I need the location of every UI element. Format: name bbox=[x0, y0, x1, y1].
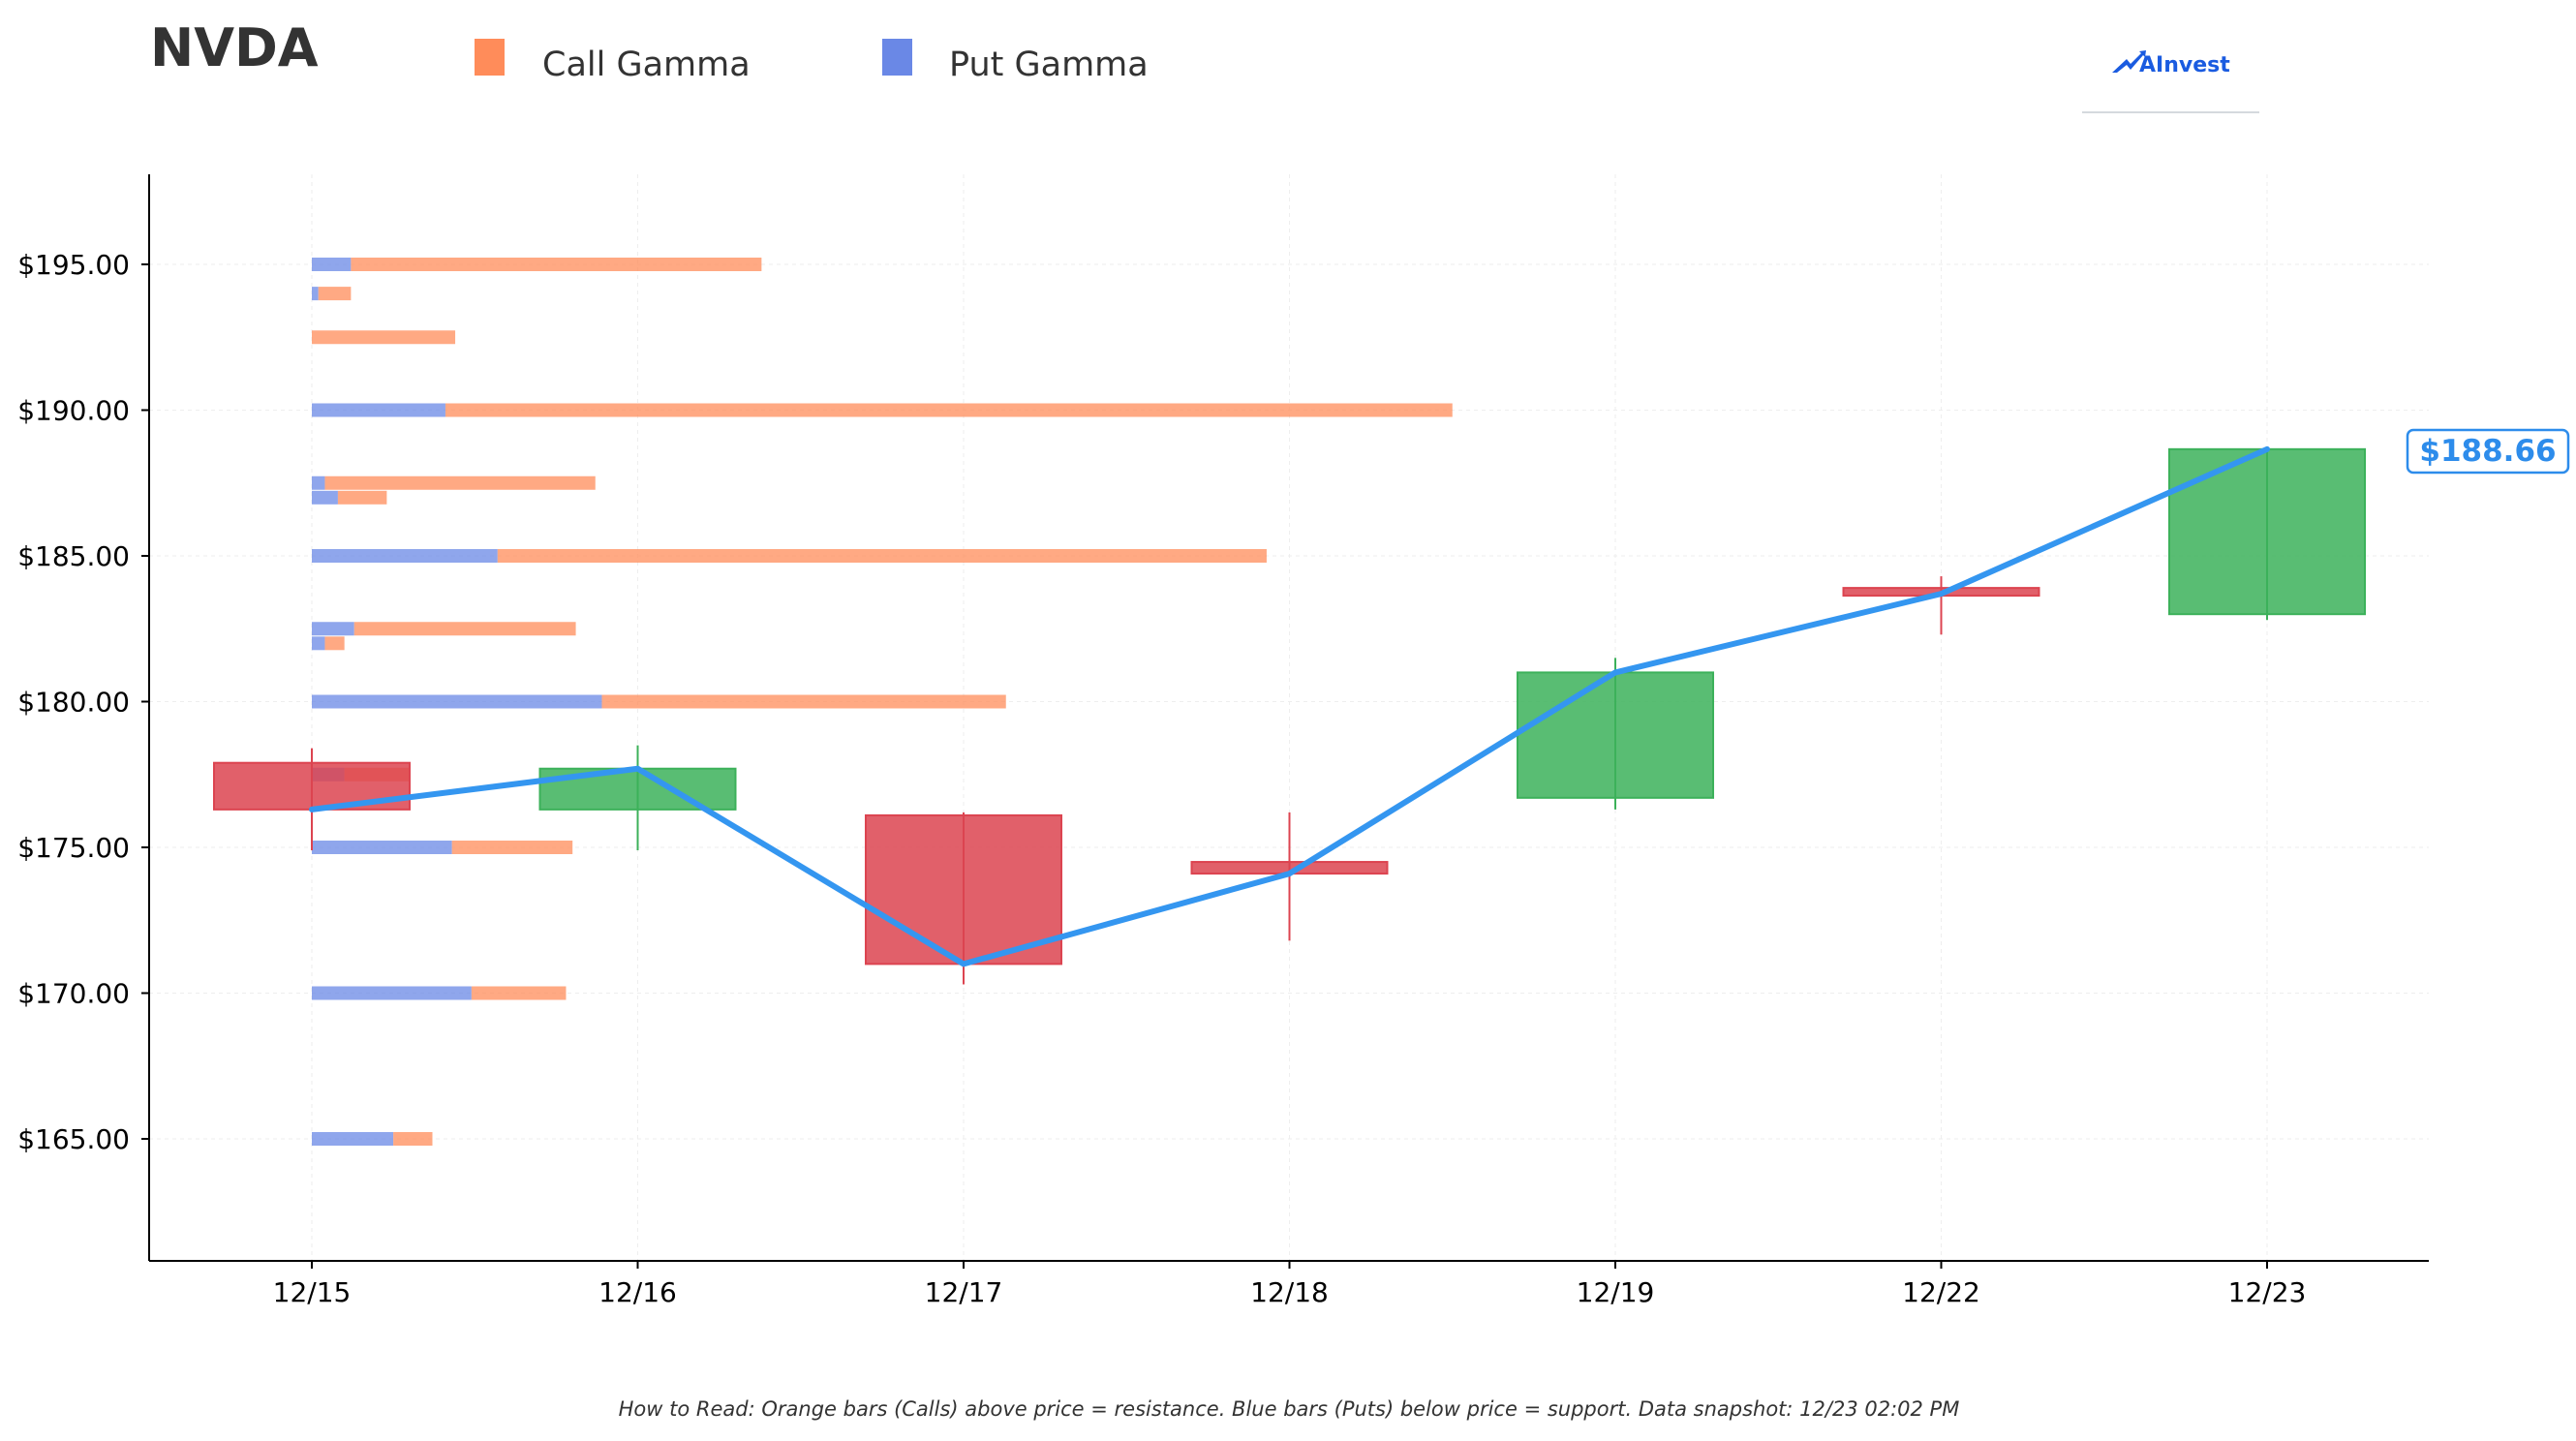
y-tick-label: $175.00 bbox=[17, 832, 130, 864]
call-gamma-bar bbox=[393, 1132, 433, 1146]
y-tick-label: $185.00 bbox=[17, 540, 130, 572]
call-gamma-bar bbox=[318, 287, 352, 301]
legend-call-swatch bbox=[475, 39, 505, 76]
y-tick-label: $165.00 bbox=[17, 1123, 130, 1155]
put-gamma-bar bbox=[312, 841, 452, 854]
brand-chart-icon bbox=[2112, 50, 2146, 73]
last-price-label: $188.66 bbox=[2419, 434, 2556, 469]
call-gamma-bar bbox=[451, 841, 573, 854]
candle-body-up bbox=[1517, 671, 1714, 799]
call-gamma-bar bbox=[324, 475, 596, 490]
footnote: How to Read: Orange bars (Calls) above p… bbox=[619, 1397, 1960, 1421]
call-gamma-bar bbox=[601, 694, 1006, 709]
call-gamma-bar bbox=[324, 636, 345, 651]
x-tick-label: 12/19 bbox=[1577, 1276, 1655, 1308]
y-tick-label: $170.00 bbox=[17, 978, 130, 1010]
call-gamma-bar bbox=[312, 330, 456, 345]
x-tick-label: 12/23 bbox=[2228, 1276, 2307, 1308]
call-gamma-bar bbox=[471, 986, 567, 1000]
put-gamma-bar bbox=[312, 986, 472, 1000]
put-gamma-bar bbox=[312, 1132, 394, 1146]
legend-call-label: Call Gamma bbox=[542, 46, 751, 84]
ticker-title: NVDA bbox=[150, 17, 319, 78]
y-tick-label: $190.00 bbox=[17, 395, 130, 427]
y-tick-label: $195.00 bbox=[17, 249, 130, 281]
x-tick-label: 12/17 bbox=[925, 1276, 1003, 1308]
close-line bbox=[309, 445, 2270, 967]
put-gamma-bar bbox=[312, 549, 498, 563]
candle-body-up bbox=[2168, 447, 2366, 616]
y-ticks: $165.00 $170.00 $175.00 $180.00 $185.00 $190.… bbox=[17, 249, 149, 1155]
brand-logo: AInvest bbox=[2082, 50, 2259, 113]
last-price-box bbox=[2406, 428, 2570, 475]
put-gamma-bar bbox=[312, 403, 445, 417]
put-gamma-bar bbox=[312, 636, 325, 651]
candle-body-down bbox=[865, 813, 1062, 966]
legend-put-label: Put Gamma bbox=[949, 46, 1149, 84]
y-tick-label: $180.00 bbox=[17, 687, 130, 719]
x-ticks: 12/15 12/16 12/17 12/18 12/19 12/22 12/23 bbox=[273, 1261, 2307, 1308]
call-gamma-bar bbox=[337, 490, 387, 505]
x-tick-label: 12/15 bbox=[273, 1276, 352, 1308]
last-price-badge: $188.66 bbox=[2406, 428, 2570, 475]
put-gamma-bar bbox=[312, 258, 352, 271]
put-gamma-bar bbox=[312, 475, 325, 490]
call-gamma-bar bbox=[351, 258, 762, 271]
put-gamma-bar bbox=[312, 694, 602, 709]
candles bbox=[213, 447, 2366, 985]
put-gamma-bar bbox=[312, 490, 338, 505]
x-tick-label: 12/16 bbox=[598, 1276, 677, 1308]
close-price-line bbox=[309, 445, 2270, 967]
x-tick-label: 12/18 bbox=[1250, 1276, 1329, 1308]
put-gamma-bar bbox=[312, 622, 354, 636]
legend: Call Gamma Put Gamma bbox=[475, 39, 1149, 84]
legend-put-swatch bbox=[882, 39, 912, 76]
call-gamma-bar bbox=[445, 403, 1453, 417]
call-gamma-bar bbox=[353, 622, 576, 636]
call-gamma-bar bbox=[497, 549, 1267, 563]
brand-name: AInvest bbox=[2139, 53, 2230, 77]
put-gamma-bar bbox=[312, 287, 319, 301]
x-tick-label: 12/22 bbox=[1902, 1276, 1980, 1308]
